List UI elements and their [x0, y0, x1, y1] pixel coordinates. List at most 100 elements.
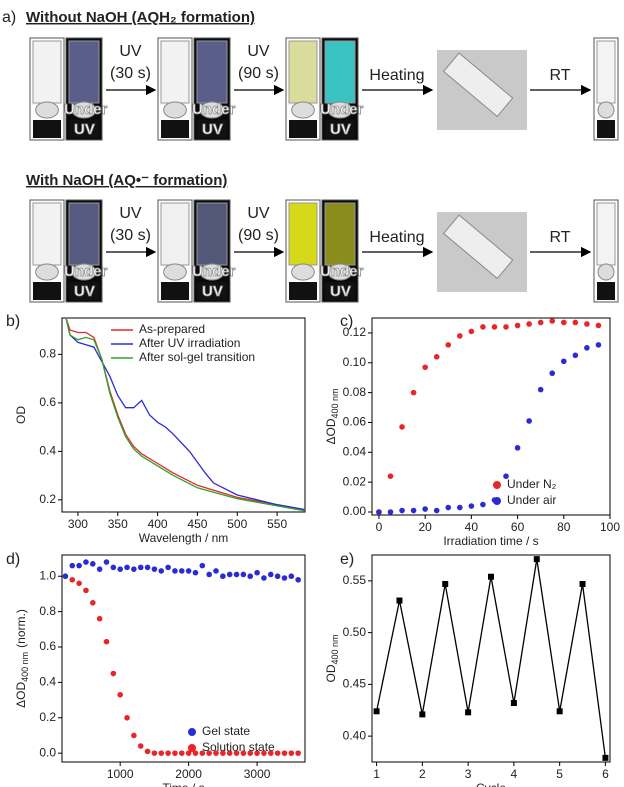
plot-frame — [371, 554, 611, 763]
point — [468, 503, 475, 509]
panel-label: e) — [340, 551, 354, 568]
y-tick-label: 0.08 — [343, 385, 367, 399]
legend-label: As-prepared — [139, 322, 205, 336]
y-axis-label: ΔOD400 nm (norm.) — [14, 609, 30, 708]
y-axis-label: OD — [14, 406, 28, 424]
x-tick-label: 1 — [373, 767, 380, 781]
vial-neck — [71, 263, 97, 281]
point — [213, 750, 219, 756]
x-tick-label: 550 — [267, 517, 287, 531]
overlay-text: Under — [64, 263, 108, 280]
step-label: UV — [247, 43, 270, 60]
point — [480, 501, 486, 508]
overlay-text: UV — [202, 283, 223, 300]
point — [584, 321, 590, 327]
vial-glass — [288, 40, 318, 104]
point — [165, 750, 171, 756]
point — [117, 691, 123, 698]
vial-cap — [161, 120, 189, 138]
overlay-text: UV — [74, 121, 95, 138]
vial-glass — [196, 40, 228, 104]
point — [560, 319, 567, 326]
panel-label: d) — [6, 551, 20, 568]
legend-swatch — [493, 481, 501, 489]
x-axis-label: Cycle — [476, 781, 506, 787]
series-line — [65, 317, 306, 511]
point — [445, 342, 452, 348]
legend-swatch — [188, 728, 196, 736]
point — [537, 319, 544, 326]
point — [165, 564, 171, 571]
point — [69, 562, 76, 569]
vial-glass — [32, 202, 62, 266]
point — [602, 754, 609, 761]
point — [295, 750, 301, 756]
vial-glass — [160, 40, 190, 104]
y-axis-label-main: ΔOD — [324, 418, 338, 444]
point — [226, 571, 233, 578]
step-label: (90 s) — [238, 227, 279, 244]
point — [533, 556, 540, 563]
y-axis-label: OD400 nm — [324, 634, 340, 682]
point — [233, 750, 240, 756]
point — [144, 564, 151, 571]
step-label: Heating — [369, 229, 424, 246]
vial-cap — [289, 282, 317, 300]
point — [595, 342, 602, 348]
point — [254, 750, 260, 756]
vial-cap — [325, 282, 355, 300]
point — [480, 324, 486, 330]
series-line — [65, 317, 306, 512]
point — [465, 709, 472, 716]
point — [124, 714, 130, 721]
overlay-text: UV — [330, 121, 351, 138]
y-tick-label: 0.10 — [343, 355, 367, 369]
point — [457, 504, 463, 511]
point — [199, 562, 206, 569]
overlay-text: UV — [330, 283, 351, 300]
x-tick-label: 2000 — [175, 767, 202, 781]
point — [131, 566, 137, 572]
point — [261, 575, 267, 581]
vial-cap — [69, 120, 99, 138]
point — [442, 580, 449, 587]
point — [267, 571, 274, 578]
point — [199, 750, 206, 756]
vial-cap — [289, 120, 317, 138]
vial-neck — [71, 101, 97, 119]
point — [410, 389, 417, 396]
point — [103, 559, 110, 565]
overlay-text: Under — [64, 101, 108, 118]
point — [288, 573, 295, 580]
y-tick-label: 0.06 — [343, 415, 367, 429]
row-title: With NaOH (AQ•⁻ formation) — [26, 172, 227, 189]
y-axis-label-suffix: (norm.) — [14, 609, 28, 648]
point — [178, 750, 185, 756]
overlay-text: Under — [192, 263, 236, 280]
x-tick-label: 450 — [187, 517, 207, 531]
point — [387, 473, 394, 479]
x-tick-label: 40 — [465, 520, 479, 534]
step-label: (30 s) — [110, 65, 151, 82]
point — [131, 732, 137, 739]
series-line — [65, 317, 306, 511]
point — [595, 322, 602, 329]
legend-label: Solution state — [202, 740, 275, 754]
point — [556, 708, 563, 715]
point — [185, 750, 192, 756]
vial-tilted — [442, 214, 514, 280]
vial-neck — [163, 101, 187, 119]
x-tick-label: 300 — [68, 517, 88, 531]
point — [254, 569, 260, 576]
y-axis-label-main: ΔOD — [14, 682, 28, 708]
point — [137, 743, 144, 749]
overlay-text: Under — [320, 263, 364, 280]
point — [261, 750, 267, 756]
x-tick-label: 6 — [602, 767, 609, 781]
point — [572, 319, 579, 326]
point — [514, 322, 521, 329]
x-tick-label: 60 — [511, 520, 525, 534]
overlay-text: UV — [74, 283, 95, 300]
point — [110, 670, 117, 677]
